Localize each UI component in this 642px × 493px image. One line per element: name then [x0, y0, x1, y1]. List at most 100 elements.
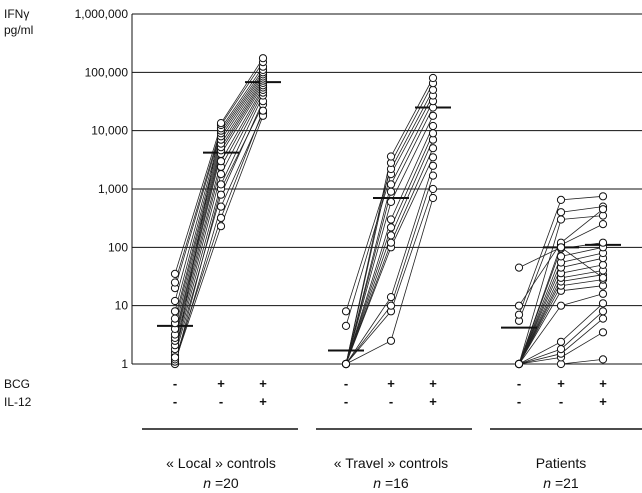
data-point: [556, 252, 566, 261]
group-n-label-1: n =16: [373, 475, 409, 491]
data-point: [216, 180, 226, 189]
subject-line: [345, 148, 434, 365]
condition-mark-g0-c1-0: -: [173, 394, 177, 409]
data-point: [556, 243, 566, 252]
y-tick-label-4: 10,000: [91, 124, 128, 138]
data-point: [216, 170, 226, 179]
data-point: [386, 231, 396, 240]
data-point: [170, 296, 180, 306]
data-point: [556, 215, 566, 224]
data-point: [514, 359, 524, 369]
data-point: [428, 144, 438, 153]
data-point: [556, 337, 566, 346]
data-point: [216, 222, 226, 231]
group-n-label-0: n =20: [203, 475, 239, 491]
data-point: [428, 161, 438, 170]
data-point: [598, 192, 608, 201]
data-point: [341, 359, 351, 369]
data-point: [341, 307, 351, 316]
y-tick-label-0: 1: [121, 357, 128, 371]
condition-mark-g0-c1-1: -: [219, 394, 223, 409]
data-points-layer: [170, 54, 608, 369]
data-point: [598, 238, 608, 247]
data-point: [598, 299, 608, 308]
data-point: [386, 197, 396, 206]
y-axis-label-line-0: IFNγ: [4, 7, 29, 21]
y-tick-label-3: 1,000: [98, 182, 128, 196]
condition-mark-g2-c0-2: +: [599, 376, 607, 391]
group-label-2: Patients: [536, 455, 587, 471]
condition-mark-g2-c1-0: -: [517, 394, 521, 409]
data-point: [386, 180, 396, 189]
data-point: [386, 238, 396, 247]
y-tick-label-2: 100: [108, 240, 128, 254]
subject-lines-layer: [174, 57, 604, 365]
condition-mark-g1-c0-1: +: [387, 376, 395, 391]
condition-mark-g2-c1-2: +: [599, 394, 607, 409]
data-point: [341, 321, 351, 330]
data-point: [598, 314, 608, 323]
data-point: [216, 119, 226, 128]
y-tick-label-1: 10: [115, 299, 129, 313]
condition-mark-g0-c0-2: +: [259, 376, 267, 391]
data-point: [428, 111, 438, 120]
data-point: [216, 157, 226, 166]
data-point: [258, 54, 268, 63]
data-point: [428, 85, 438, 95]
condition-mark-g2-c1-1: -: [559, 394, 563, 409]
condition-mark-g1-c0-0: -: [344, 376, 348, 391]
condition-mark-g0-c1-2: +: [259, 394, 267, 409]
data-point: [386, 215, 396, 224]
data-point: [598, 289, 608, 298]
data-point: [170, 307, 180, 316]
data-point: [556, 208, 566, 217]
y-tick-label-6: 1,000,000: [75, 7, 129, 21]
subject-line: [345, 165, 434, 365]
y-tick-label-5: 100,000: [85, 65, 129, 79]
condition-label-bcg: BCG: [4, 377, 30, 391]
data-point: [556, 345, 566, 354]
data-point: [386, 152, 396, 161]
data-point: [428, 171, 438, 180]
data-point: [386, 336, 396, 345]
condition-mark-g2-c0-0: -: [517, 376, 521, 391]
data-point: [598, 273, 608, 282]
data-point: [598, 260, 608, 269]
data-point: [216, 190, 226, 199]
data-point: [598, 328, 608, 337]
data-point: [514, 263, 524, 272]
data-point: [170, 278, 180, 287]
data-point: [216, 202, 226, 211]
data-point: [428, 153, 438, 162]
subject-line: [174, 69, 264, 289]
data-point: [598, 355, 608, 364]
data-point: [386, 187, 396, 196]
labels-layer: 1 10 100 1,000 10,000 100,000 1,000,000 IFNγ pg/…: [4, 7, 642, 491]
data-point: [514, 310, 524, 319]
data-point: [170, 269, 180, 278]
condition-mark-g1-c0-2: +: [429, 376, 437, 391]
data-point: [598, 220, 608, 229]
data-point: [556, 301, 566, 310]
group-label-1: « Travel » controls: [334, 455, 448, 471]
subject-line: [345, 95, 434, 327]
data-point: [514, 301, 524, 310]
data-point: [428, 193, 438, 203]
data-point: [386, 223, 396, 232]
condition-mark-g0-c0-1: +: [217, 376, 225, 391]
data-point: [386, 301, 396, 310]
group-n-label-2: n =21: [543, 475, 579, 491]
group-label-0: « Local » controls: [166, 455, 276, 471]
data-point: [556, 195, 566, 204]
data-point: [428, 184, 438, 194]
data-point: [428, 129, 438, 138]
condition-mark-g1-c1-0: -: [344, 394, 348, 409]
data-point: [428, 121, 438, 131]
data-point: [216, 213, 226, 222]
data-point: [428, 73, 438, 83]
data-point: [598, 205, 608, 214]
condition-mark-g0-c0-0: -: [173, 376, 177, 391]
condition-mark-g1-c1-1: -: [389, 394, 393, 409]
